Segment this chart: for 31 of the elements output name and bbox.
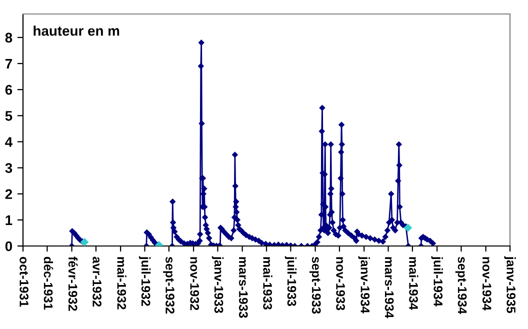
x-tick-label: nov-1933 <box>336 257 345 310</box>
x-tick-label: mars-1934 <box>384 257 394 318</box>
x-tick-label: nov-1932 <box>190 257 200 310</box>
x-tick-label: juil-1934 <box>431 256 443 306</box>
x-tick-label: sept-1934 <box>455 256 467 314</box>
x-tick-label: mai-1934 <box>409 257 418 310</box>
x-tick-label: mars-1933 <box>238 257 248 318</box>
y-tick-label: 7 <box>5 59 12 69</box>
y-tick-label: 8 <box>5 32 12 43</box>
x-tick-label: juil-1932 <box>138 256 151 306</box>
x-tick-label: mai-1933 <box>263 257 272 310</box>
x-tick-label: nov-1934 <box>482 257 492 311</box>
x-tick-label: déc-1931 <box>44 256 54 310</box>
x-tick-label: mai-1932 <box>117 257 126 310</box>
y-tick-label: 1 <box>6 215 12 225</box>
y-tick-label: 4 <box>5 137 13 147</box>
x-tick-label: oct-1931 <box>20 256 28 307</box>
x-tick-label: avr-1932 <box>92 256 102 307</box>
y-tick-label: 5 <box>5 111 12 121</box>
y-tick-label: 3 <box>5 163 12 173</box>
y-tick-label: 6 <box>5 84 12 95</box>
y-tick-label: 0 <box>5 241 12 252</box>
x-tick-label: juil-1933 <box>284 256 297 306</box>
x-tick-label: janv-1935 <box>504 256 516 314</box>
x-tick-label: févr-1932 <box>68 256 78 311</box>
x-tick-label: sept-1933 <box>309 256 321 314</box>
y-axis-title: hauteur en m <box>34 26 120 36</box>
x-tick-label: janv-1933 <box>212 256 224 313</box>
x-tick-label: janv-1934 <box>358 256 370 314</box>
x-tick-label: sept-1932 <box>163 256 174 314</box>
y-tick-label: 2 <box>5 189 12 199</box>
